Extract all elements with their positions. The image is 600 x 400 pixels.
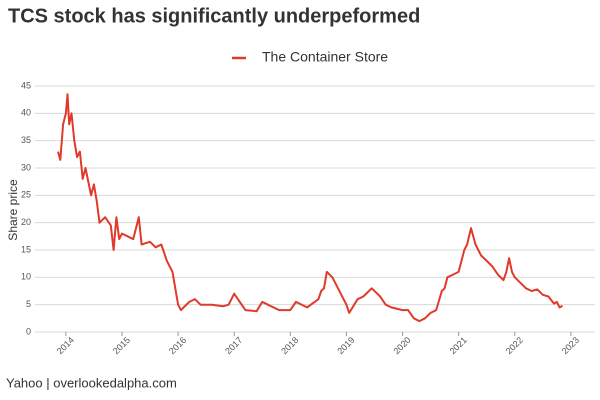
x-tick-label: 2018 <box>279 335 300 356</box>
x-tick-label: 2014 <box>55 335 76 356</box>
x-tick-label: 2015 <box>111 335 132 356</box>
x-tick-label: 2019 <box>335 335 356 356</box>
x-tick-label: 2020 <box>391 335 412 356</box>
y-tick-label: 45 <box>21 80 31 90</box>
x-tick-label: 2017 <box>223 335 244 356</box>
y-tick-label: 20 <box>21 217 31 227</box>
y-tick-label: 5 <box>26 299 31 309</box>
y-tick-label: 40 <box>21 108 31 118</box>
y-tick-label: 35 <box>21 135 31 145</box>
y-tick-label: 10 <box>21 272 31 282</box>
y-tick-label: 25 <box>21 190 31 200</box>
source: Yahoo | overlookedalpha.com <box>6 375 177 390</box>
x-tick-label: 2016 <box>167 335 188 356</box>
y-tick-label: 30 <box>21 162 31 172</box>
x-tick-label: 2021 <box>448 335 469 356</box>
x-tick-label: 2022 <box>504 335 525 356</box>
y-tick-label: 15 <box>21 244 31 254</box>
y-tick-label: 0 <box>26 326 31 336</box>
y-axis-label: Share price <box>6 179 20 241</box>
line-series <box>57 93 563 323</box>
legend-label: The Container Store <box>262 49 388 65</box>
chart-title: TCS stock has significantly underpeforme… <box>8 5 420 27</box>
x-tick-label: 2023 <box>560 335 581 356</box>
